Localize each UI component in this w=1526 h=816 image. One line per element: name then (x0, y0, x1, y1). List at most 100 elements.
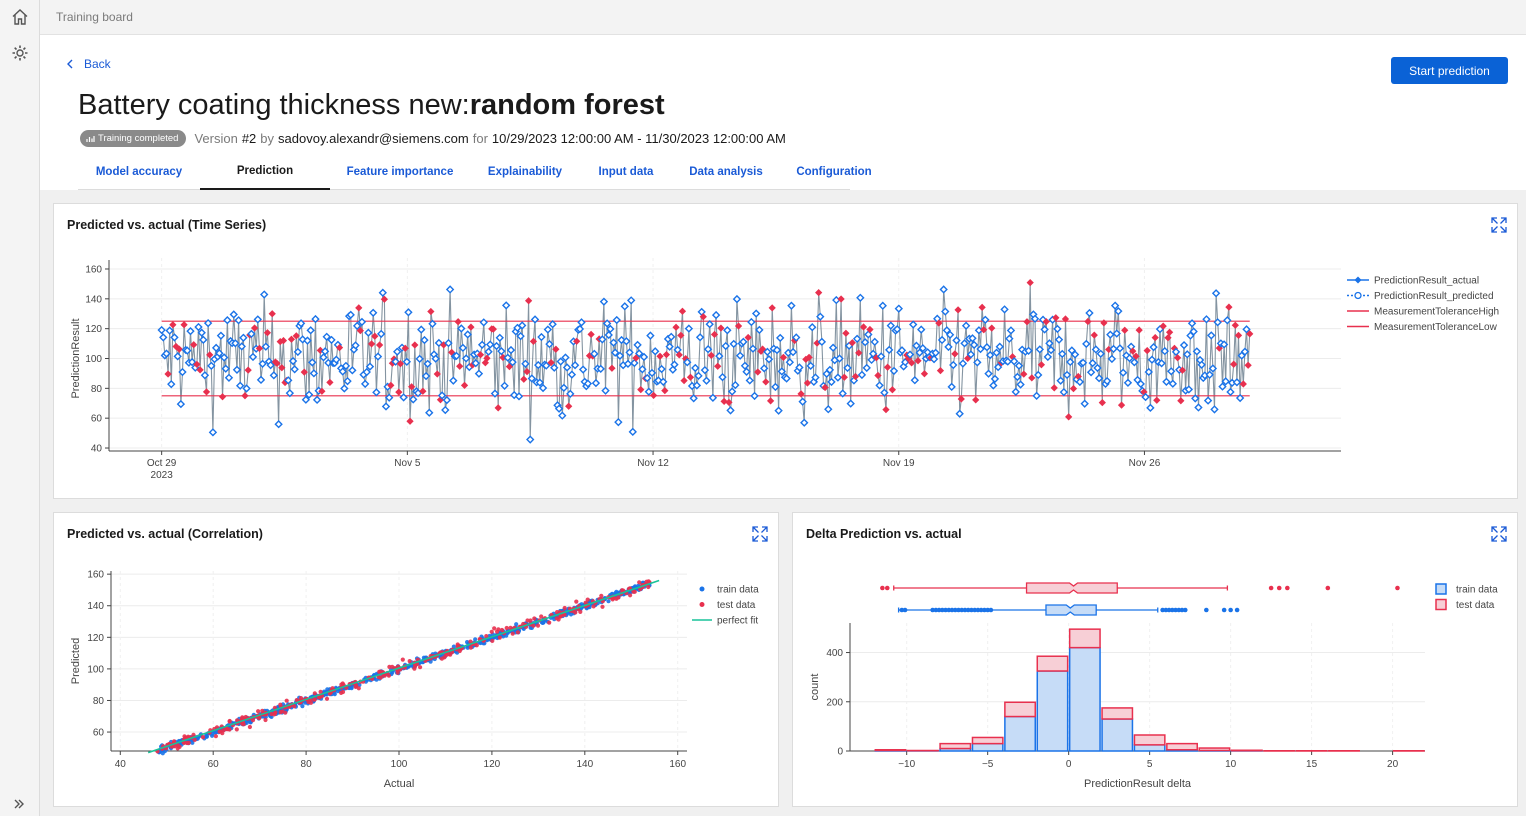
legend-label: PredictionResult_predicted (1374, 291, 1494, 302)
predicted-point (255, 344, 264, 352)
box-outlier (982, 607, 987, 613)
start-prediction-button[interactable]: Start prediction (1391, 57, 1508, 84)
actual-point (471, 358, 480, 368)
test-point (272, 711, 278, 716)
tab-prediction[interactable]: Prediction (200, 153, 330, 190)
actual-point (1240, 347, 1250, 356)
tab-feature-importance[interactable]: Feature importance (346, 165, 454, 178)
test-bar (1101, 707, 1134, 720)
actual-point (391, 357, 400, 366)
box-outlier (985, 607, 990, 613)
actual-point (958, 359, 968, 368)
actual-point (856, 293, 865, 302)
tab-explainability[interactable]: Explainability (487, 165, 563, 178)
test-point (535, 623, 541, 628)
title-model-name: random forest (469, 89, 665, 121)
actual-point (708, 393, 718, 402)
expand-icon[interactable] (751, 525, 769, 543)
test-point (638, 587, 643, 592)
test-point (547, 620, 552, 625)
box-outlier (902, 607, 908, 613)
test-point (213, 734, 218, 739)
predicted-point (278, 364, 286, 372)
test-point (554, 616, 559, 621)
expand-rail-icon[interactable] (11, 796, 27, 812)
actual-point (559, 383, 569, 393)
bar-chart-icon (86, 135, 95, 142)
predicted-point (196, 366, 204, 374)
predicted-point (754, 368, 762, 376)
actual-point (474, 369, 484, 378)
predicted-point (1177, 397, 1185, 405)
actual-point (609, 338, 618, 347)
predicted-point (883, 363, 892, 371)
back-label: Back (84, 57, 111, 71)
x-tick-label: Oct 29 (147, 458, 177, 469)
breadcrumb[interactable]: Training board (56, 10, 133, 24)
x-tick-label: 140 (576, 759, 593, 770)
actual-point (253, 315, 262, 324)
expand-icon[interactable] (1490, 216, 1508, 234)
predicted-point (1174, 354, 1182, 362)
actual-point (969, 340, 979, 350)
actual-point (1082, 339, 1091, 349)
timeseries-card: Predicted vs. actual (Time Series) 40 60 8… (53, 203, 1518, 499)
test-point (353, 684, 358, 689)
tab-data-analysis[interactable]: Data analysis (689, 165, 763, 178)
correlation-card: Predicted vs. actual (Correlation) 60 80 1… (53, 512, 779, 807)
y-axis-label: count (809, 674, 821, 701)
actual-point (211, 343, 221, 353)
actual-point (157, 325, 166, 335)
predicted-point (1129, 347, 1137, 355)
actual-point (1032, 391, 1041, 401)
actual-point (301, 395, 311, 404)
tab-model-accuracy[interactable]: Model accuracy (95, 165, 183, 178)
test-point (646, 584, 651, 590)
test-point (234, 727, 239, 732)
x-axis-label: Actual (384, 778, 415, 790)
tab-input-data[interactable]: Input data (598, 165, 654, 178)
test-point (646, 579, 651, 584)
predicted-point (180, 321, 188, 329)
predicted-point (1178, 366, 1187, 374)
actual-point (835, 354, 844, 363)
test-point (284, 698, 289, 703)
actual-point (1046, 345, 1056, 355)
actual-point (777, 367, 787, 376)
actual-point (612, 315, 621, 325)
actual-point (711, 310, 721, 320)
predicted-point (888, 386, 897, 394)
actual-point (186, 326, 195, 336)
expand-icon[interactable] (1490, 525, 1508, 543)
version-label: Version (194, 131, 238, 146)
predicted-point (375, 341, 384, 349)
train-point (606, 599, 611, 604)
actual-point (955, 409, 964, 418)
actual-point (876, 352, 886, 361)
actual-point (1223, 316, 1232, 325)
actual-point (445, 285, 455, 294)
actual-point (1213, 318, 1222, 327)
actual-point (937, 335, 947, 345)
home-icon[interactable] (10, 7, 30, 27)
predicted-point (649, 391, 658, 400)
predicted-point (859, 323, 868, 331)
actual-point (1171, 347, 1181, 357)
actual-point (633, 340, 642, 350)
predicted-point (725, 398, 733, 406)
legend-label: train data (1456, 585, 1498, 596)
back-link[interactable]: Back (66, 57, 111, 71)
y-tick-label: 100 (87, 664, 104, 675)
test-point (585, 597, 590, 602)
predicted-point (779, 353, 788, 361)
predicted-point (874, 371, 882, 380)
settings-icon[interactable] (10, 43, 30, 63)
actual-point (993, 362, 1003, 372)
predicted-point (914, 357, 922, 365)
tab-configuration[interactable]: Configuration (796, 165, 872, 178)
actual-point (889, 366, 899, 376)
predicted-point (768, 304, 776, 312)
x-tick-label: 80 (301, 759, 313, 770)
actual-point (912, 341, 921, 350)
actual-point (726, 406, 735, 415)
